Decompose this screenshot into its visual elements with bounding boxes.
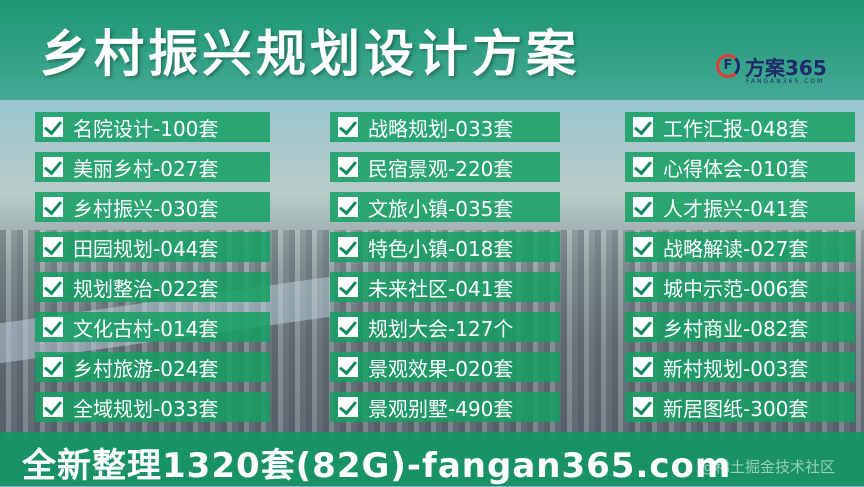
- item-label: 乡村振兴-030套: [73, 196, 219, 221]
- item-label: 人才振兴-041套: [663, 196, 809, 221]
- item-label: 规划大会-127个: [368, 316, 514, 341]
- checkbox-icon: [43, 277, 63, 297]
- list-item: 战略解读-027套: [625, 232, 855, 262]
- list-item: 民宿景观-220套: [330, 152, 560, 182]
- list-item: 未来社区-041套: [330, 272, 560, 302]
- list-item: 全域规划-033套: [35, 392, 270, 422]
- item-label: 乡村旅游-024套: [73, 356, 219, 381]
- checkbox-icon: [633, 357, 653, 377]
- page-title: 乡村振兴规划设计方案: [40, 25, 580, 83]
- item-label: 战略规划-033套: [368, 116, 514, 141]
- checkbox-icon: [633, 117, 653, 137]
- list-item: 心得体会-010套: [625, 152, 855, 182]
- checkbox-icon: [338, 117, 358, 137]
- checkbox-icon: [338, 317, 358, 337]
- list-item: 战略规划-033套: [330, 112, 560, 142]
- checkbox-icon: [633, 197, 653, 217]
- item-label: 文化古村-014套: [73, 316, 219, 341]
- footer-band: [0, 432, 864, 486]
- item-label: 田园规划-044套: [73, 236, 219, 261]
- checkbox-icon: [338, 197, 358, 217]
- item-label: 心得体会-010套: [663, 156, 809, 181]
- list-item: 乡村商业-082套: [625, 312, 855, 342]
- item-label: 乡村商业-082套: [663, 316, 809, 341]
- item-label: 全域规划-033套: [73, 396, 219, 421]
- item-label: 战略解读-027套: [663, 236, 809, 261]
- logo-mark-icon: F: [716, 54, 740, 78]
- list-item: 乡村振兴-030套: [35, 192, 270, 222]
- logo-sub: FANGAN365.COM: [746, 78, 825, 85]
- watermark: @稀土掘金技术社区: [700, 458, 836, 476]
- footer-text: 全新整理1320套(82G)-fangan365.com: [22, 446, 732, 486]
- checkbox-icon: [633, 397, 653, 417]
- item-label: 规划整治-022套: [73, 276, 219, 301]
- item-label: 民宿景观-220套: [368, 156, 514, 181]
- list-item: 工作汇报-048套: [625, 112, 855, 142]
- list-item: 规划整治-022套: [35, 272, 270, 302]
- item-label: 工作汇报-048套: [663, 116, 809, 141]
- item-label: 城中示范-006套: [663, 276, 809, 301]
- item-label: 景观效果-020套: [368, 356, 514, 381]
- checkbox-icon: [338, 157, 358, 177]
- item-label: 景观别墅-490套: [368, 396, 514, 421]
- list-item: 城中示范-006套: [625, 272, 855, 302]
- checkbox-icon: [43, 397, 63, 417]
- list-item: 美丽乡村-027套: [35, 152, 270, 182]
- list-item: 文旅小镇-035套: [330, 192, 560, 222]
- list-item: 规划大会-127个: [330, 312, 560, 342]
- list-item: 景观效果-020套: [330, 352, 560, 382]
- checkbox-icon: [43, 317, 63, 337]
- item-label: 文旅小镇-035套: [368, 196, 514, 221]
- checkbox-icon: [43, 157, 63, 177]
- item-label: 新村规划-003套: [663, 356, 809, 381]
- item-label: 名院设计-100套: [73, 116, 219, 141]
- checkbox-icon: [633, 277, 653, 297]
- list-item: 名院设计-100套: [35, 112, 270, 142]
- checkbox-icon: [338, 357, 358, 377]
- list-item: 文化古村-014套: [35, 312, 270, 342]
- checkbox-icon: [338, 397, 358, 417]
- item-label: 美丽乡村-027套: [73, 156, 219, 181]
- checkbox-icon: [633, 157, 653, 177]
- list-item: 景观别墅-490套: [330, 392, 560, 422]
- title-band: [0, 0, 864, 100]
- checkbox-icon: [43, 237, 63, 257]
- checkbox-icon: [338, 237, 358, 257]
- list-item: 田园规划-044套: [35, 232, 270, 262]
- checkbox-icon: [43, 197, 63, 217]
- checkbox-icon: [43, 117, 63, 137]
- list-item: 特色小镇-018套: [330, 232, 560, 262]
- list-item: 新居图纸-300套: [625, 392, 855, 422]
- checkbox-icon: [338, 277, 358, 297]
- item-label: 新居图纸-300套: [663, 396, 809, 421]
- list-item: 人才振兴-041套: [625, 192, 855, 222]
- item-label: 未来社区-041套: [368, 276, 514, 301]
- checkbox-icon: [43, 357, 63, 377]
- logo-name: 方案365: [745, 56, 827, 80]
- item-label: 特色小镇-018套: [368, 236, 514, 261]
- list-item: 乡村旅游-024套: [35, 352, 270, 382]
- logo: F 方案365 FANGAN365.COM: [712, 50, 862, 90]
- checkbox-icon: [633, 317, 653, 337]
- list-item: 新村规划-003套: [625, 352, 855, 382]
- checkbox-icon: [633, 237, 653, 257]
